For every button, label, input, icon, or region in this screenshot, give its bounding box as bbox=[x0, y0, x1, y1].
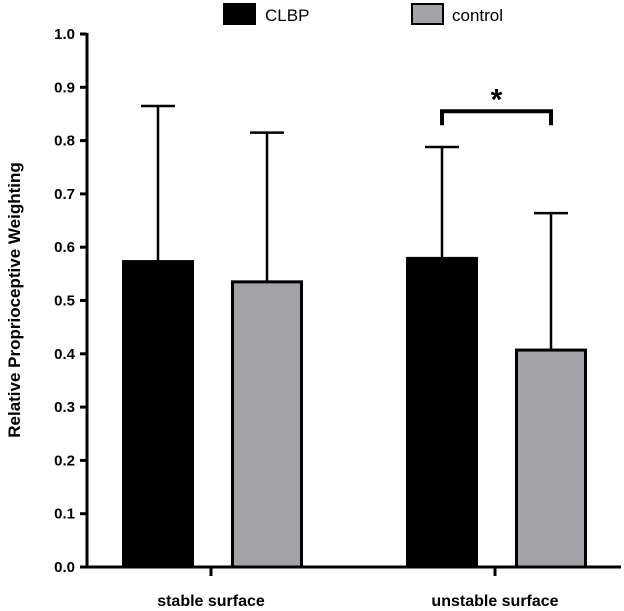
y-tick-label: 1.0 bbox=[54, 26, 75, 43]
y-tick-label: 0.8 bbox=[54, 133, 75, 150]
plot-area: 0.0 0.1 0.2 0.3 0.4 0.5 0.6 0.7 0.8 0.9 1.0 * bbox=[54, 26, 621, 576]
y-tick-label: 0.6 bbox=[54, 239, 75, 256]
legend: CLBP control bbox=[223, 3, 503, 25]
legend-swatch-clbp bbox=[223, 3, 256, 25]
y-tick-label: 0.2 bbox=[54, 452, 75, 469]
bar-control-stable bbox=[231, 280, 303, 569]
legend-label-clbp: CLBP bbox=[265, 6, 309, 25]
significance-label: * bbox=[491, 83, 503, 116]
y-tick-label: 0.7 bbox=[54, 186, 75, 203]
y-tick-label: 0.3 bbox=[54, 399, 75, 416]
bar-clbp-unstable bbox=[406, 256, 478, 569]
y-tick-label: 0.4 bbox=[54, 346, 76, 363]
bar-clbp-stable bbox=[122, 260, 194, 569]
y-axis-title: Relative Proprioceptive Weighting bbox=[5, 162, 24, 438]
y-tick-label: 0.5 bbox=[54, 293, 75, 310]
legend-label-control: control bbox=[452, 6, 503, 25]
category-label-unstable: unstable surface bbox=[431, 593, 558, 610]
y-tick-label: 0.1 bbox=[54, 506, 75, 523]
category-label-stable: stable surface bbox=[157, 593, 265, 610]
y-tick-label: 0.9 bbox=[54, 79, 75, 96]
legend-swatch-control bbox=[411, 3, 444, 25]
y-tick-label: 0.0 bbox=[54, 559, 75, 576]
bar-control-unstable bbox=[515, 348, 587, 569]
significance-bracket bbox=[440, 109, 553, 126]
